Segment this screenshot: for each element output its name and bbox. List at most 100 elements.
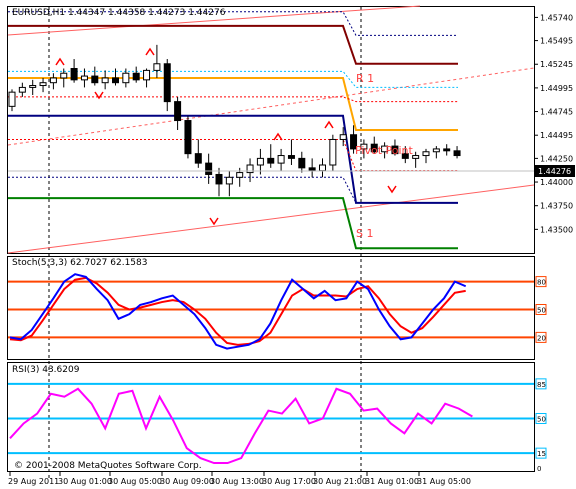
- candle-body-25: [267, 157, 275, 164]
- time-tick-label-7: 31 Aug 01:00: [365, 477, 419, 486]
- trend-line-mid: [7, 67, 535, 146]
- candle-body-19: [205, 162, 213, 175]
- candle-body-11: [122, 72, 130, 84]
- r2-line: [8, 11, 458, 36]
- current-price-box: [535, 165, 575, 177]
- stoch-level-badge-2: [535, 331, 547, 343]
- fractal-arrow-5: [209, 217, 219, 226]
- rsi-line: [9, 387, 473, 465]
- candle-body-15: [163, 63, 171, 103]
- candle-body-32: [339, 134, 347, 140]
- candle-body-40: [422, 151, 430, 157]
- candle-body-39: [412, 155, 420, 159]
- time-tick-label-8: 31 Aug 05:00: [417, 477, 471, 486]
- candle-body-35: [370, 143, 378, 153]
- candle-body-38: [401, 153, 409, 159]
- candle-body-26: [277, 155, 285, 164]
- rsi-level-badge-0: [535, 378, 547, 390]
- fractal-arrow-0: [55, 57, 65, 66]
- rsi-level-badge-1: [535, 413, 547, 424]
- candle-body-16: [174, 101, 182, 122]
- stoch-level-badge-0: [535, 276, 547, 288]
- price-tick-label-9: 1.43500: [540, 225, 573, 234]
- trend-lines: [7, 5, 535, 254]
- candle-body-30: [319, 164, 326, 172]
- stoch-label: Stoch(5,3,3) 62.7027 62.1583: [12, 258, 147, 268]
- fractal-arrows: [55, 47, 397, 226]
- stoch-level-label-1: 50: [537, 307, 546, 315]
- candle-body-37: [391, 145, 399, 155]
- mid-pivot-line-0: [8, 70, 458, 88]
- rsi-panel[interactable]: [7, 362, 535, 472]
- price-tick-label-5: 1.44495: [540, 131, 573, 140]
- price-tick-label-3: 1.44995: [540, 84, 573, 93]
- time-tick-label-3: 30 Aug 09:00: [160, 477, 214, 486]
- candle-body-31: [329, 138, 337, 166]
- stoch-level-label-2: 20: [537, 334, 546, 342]
- candle-body-6: [70, 68, 78, 81]
- time-tick-label-0: 29 Aug 2011: [8, 477, 59, 486]
- stoch-main-line: [9, 273, 467, 350]
- candle-body-13: [143, 69, 151, 81]
- candle-body-9: [101, 77, 109, 84]
- fractal-arrow-2: [94, 91, 104, 100]
- fractal-arrow-4: [324, 120, 334, 129]
- time-tick-label-1: 30 Aug 01:00: [58, 477, 112, 486]
- stoch-level-badge-1: [535, 304, 547, 315]
- mid-pivot-line-3: [8, 176, 458, 204]
- time-tick-label-2: 30 Aug 05:00: [108, 477, 162, 486]
- candle-body-24: [256, 157, 264, 166]
- rsi-label: RSI(3) 43.6209: [12, 365, 80, 375]
- price-axis[interactable]: 1.45740 1.45495 1.45245 1.44995 1.44745 1.444…: [534, 13, 573, 234]
- s1-label: S 1: [356, 227, 373, 240]
- candle-body-18: [194, 153, 202, 164]
- candle-body-21: [225, 176, 233, 185]
- candle-body-8: [91, 75, 99, 84]
- rsi-level-label-0: 85: [537, 381, 546, 389]
- stochastic-indicator: 80 50 20: [8, 273, 547, 350]
- candle-body-33: [350, 134, 358, 150]
- candle-body-28: [298, 157, 306, 169]
- stoch-panel[interactable]: [7, 256, 535, 360]
- fractal-arrow-3: [273, 132, 283, 141]
- candle-body-42: [443, 148, 451, 152]
- mid-pivot-line-1: [8, 96, 458, 103]
- candle-body-34: [360, 143, 368, 150]
- pivot-label: Pivot Point: [355, 144, 413, 157]
- candle-body-10: [112, 77, 119, 84]
- candle-body-2: [29, 85, 37, 88]
- time-tick-label-5: 30 Aug 17:00: [262, 477, 316, 486]
- time-tick-label-4: 30 Aug 13:00: [210, 477, 264, 486]
- fractal-arrow-1: [145, 47, 155, 56]
- candle-body-22: [236, 172, 244, 178]
- candle-body-12: [132, 72, 140, 81]
- trend-line-upper: [7, 5, 421, 36]
- pivot-lines: [8, 11, 458, 250]
- fractal-arrow-6: [387, 185, 397, 194]
- stoch-level-label-0: 80: [537, 279, 546, 287]
- price-tick-label-8: 1.43750: [540, 202, 573, 211]
- candle-body-14: [153, 63, 161, 71]
- price-tick-label-6: 1.44250: [540, 154, 573, 163]
- candle-body-17: [184, 120, 192, 155]
- price-tick-label-0: 1.45740: [540, 13, 573, 22]
- pivot-line: [8, 76, 458, 131]
- rsi-indicator: 85 50 15 0: [8, 378, 547, 473]
- price-tick-label-4: 1.44745: [540, 108, 573, 117]
- price-tick-label-2: 1.45245: [540, 60, 573, 69]
- rsi-level-label-1: 50: [537, 416, 546, 424]
- candle-body-1: [18, 86, 26, 93]
- r1-line: [8, 24, 458, 65]
- rsi-level-label-3: 0: [537, 465, 541, 473]
- candlesticks: [8, 44, 461, 197]
- symbol-label: EURUSD,H1 1.44347 1.44358 1.44273 1.4427…: [12, 8, 226, 18]
- candle-body-7: [80, 75, 88, 81]
- candle-body-43: [453, 150, 461, 157]
- price-tick-label-1: 1.45495: [540, 37, 573, 46]
- candle-body-0: [8, 91, 16, 107]
- rsi-level-badge-2: [535, 447, 547, 459]
- candle-body-36: [381, 145, 389, 153]
- time-tick-label-6: 30 Aug 21:00: [313, 477, 367, 486]
